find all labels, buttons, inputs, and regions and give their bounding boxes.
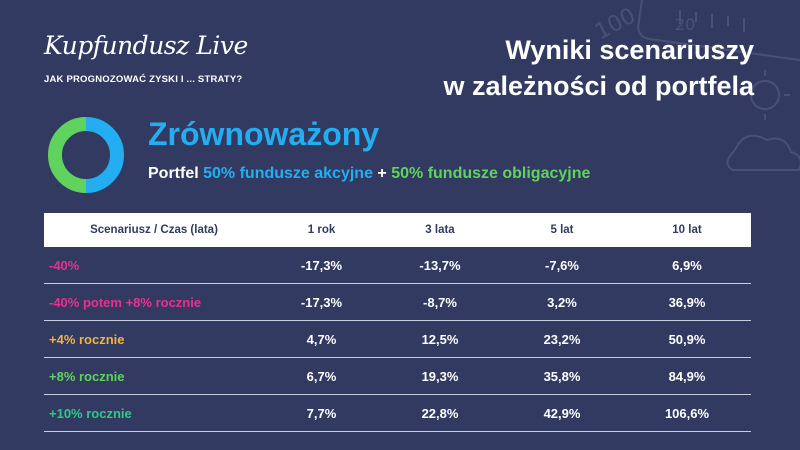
value-cell: -8,7% xyxy=(379,283,501,321)
header-1-year: 1 rok xyxy=(264,213,379,247)
value-cell: -7,6% xyxy=(501,247,623,284)
table-row: -40% -17,3% -13,7% -7,6% 6,9% xyxy=(44,247,751,284)
value-cell: 23,2% xyxy=(501,320,623,358)
header-5-years: 5 lat xyxy=(501,213,623,247)
value-cell: 50,9% xyxy=(623,320,751,358)
value-cell: 3,2% xyxy=(501,283,623,321)
value-cell: 6,9% xyxy=(623,247,751,284)
header-10-years: 10 lat xyxy=(623,213,751,247)
portfolio-prefix: Portfel xyxy=(148,165,199,182)
scenario-label: -40% potem +8% rocznie xyxy=(44,283,264,321)
donut-segment-equity xyxy=(85,117,124,193)
brand-logo: Kupfundusz Live xyxy=(44,31,248,60)
portfolio-plus: + xyxy=(377,165,387,182)
value-cell: 4,7% xyxy=(264,320,379,358)
value-cell: 84,9% xyxy=(623,357,751,395)
donut-segment-bonds xyxy=(48,117,87,193)
title-line-1: Wyniki scenariuszy xyxy=(505,35,754,65)
table-row: +8% rocznie 6,7% 19,3% 35,8% 84,9% xyxy=(44,357,751,395)
value-cell: 106,6% xyxy=(623,394,751,432)
page-title: Wyniki scenariuszy w zależności od portf… xyxy=(443,32,754,104)
scenario-label: +10% rocznie xyxy=(44,394,264,432)
value-cell: 22,8% xyxy=(379,394,501,432)
value-cell: 6,7% xyxy=(264,357,379,395)
table-row: +4% rocznie 4,7% 12,5% 23,2% 50,9% xyxy=(44,320,751,358)
value-cell: -17,3% xyxy=(264,283,379,321)
value-cell: -13,7% xyxy=(379,247,501,284)
header-3-years: 3 lata xyxy=(379,213,501,247)
portfolio-description: Portfel 50% fundusze akcyjne + 50% fundu… xyxy=(148,164,590,184)
value-cell: 36,9% xyxy=(623,283,751,321)
value-cell: 35,8% xyxy=(501,357,623,395)
portfolio-part-bonds: 50% fundusze obligacyjne xyxy=(391,165,591,182)
value-cell: 42,9% xyxy=(501,394,623,432)
portfolio-part-equity: 50% fundusze akcyjne xyxy=(203,165,373,182)
value-cell: -17,3% xyxy=(264,247,379,284)
table-row: -40% potem +8% rocznie -17,3% -8,7% 3,2%… xyxy=(44,283,751,321)
scenario-label: +8% rocznie xyxy=(44,357,264,395)
weather-decoration: 100 20 xyxy=(591,0,800,171)
brand-block: Kupfundusz Live JAK PROGNOZOWAĆ ZYSKI I … xyxy=(44,31,248,86)
scenario-label: +4% rocznie xyxy=(44,320,264,358)
table-header-row: Scenariusz / Czas (lata) 1 rok 3 lata 5 … xyxy=(44,213,751,247)
header-scenario: Scenariusz / Czas (lata) xyxy=(44,213,264,247)
value-cell: 7,7% xyxy=(264,394,379,432)
value-cell: 12,5% xyxy=(379,320,501,358)
value-cell: 19,3% xyxy=(379,357,501,395)
scenario-label: -40% xyxy=(44,247,264,284)
results-table: Scenariusz / Czas (lata) 1 rok 3 lata 5 … xyxy=(44,213,751,432)
portfolio-name: Zrównoważony xyxy=(148,116,380,152)
brand-tagline: JAK PROGNOZOWAĆ ZYSKI I ... STRATY? xyxy=(44,74,243,85)
table-row: +10% rocznie 7,7% 22,8% 42,9% 106,6% xyxy=(44,394,751,432)
svg-text:20: 20 xyxy=(675,15,695,34)
allocation-donut xyxy=(48,117,124,193)
title-line-2: w zależności od portfela xyxy=(443,71,754,101)
